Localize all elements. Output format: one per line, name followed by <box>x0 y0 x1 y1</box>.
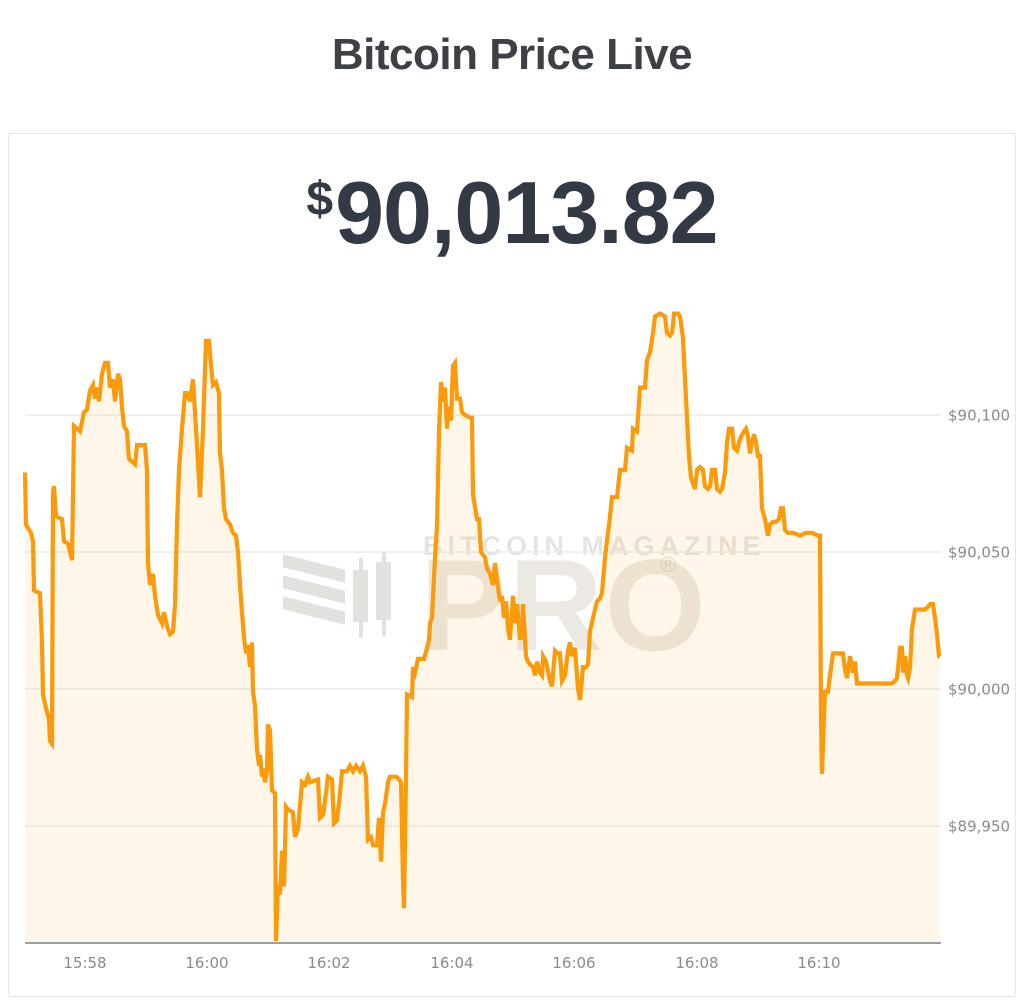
y-tick-label: $89,950 <box>948 818 1010 836</box>
price-amount: 90,013.82 <box>335 163 718 262</box>
x-tick-label: 16:10 <box>797 954 840 972</box>
x-tick-label: 15:58 <box>63 954 106 972</box>
x-tick-label: 16:02 <box>307 954 350 972</box>
x-tick-label: 16:08 <box>675 954 718 972</box>
x-tick-label: 16:04 <box>430 954 473 972</box>
x-tick-label: 16:00 <box>185 954 228 972</box>
y-tick-label: $90,000 <box>948 681 1010 699</box>
y-tick-label: $90,100 <box>948 407 1010 425</box>
x-tick-label: 16:06 <box>552 954 595 972</box>
price-line <box>22 311 942 942</box>
price-area-fill <box>25 313 940 944</box>
y-tick-label: $90,050 <box>948 544 1010 562</box>
currency-symbol: $ <box>306 173 334 226</box>
page-title: Bitcoin Price Live <box>331 30 693 79</box>
live-price-readout: $90,013.82 <box>0 162 1024 264</box>
